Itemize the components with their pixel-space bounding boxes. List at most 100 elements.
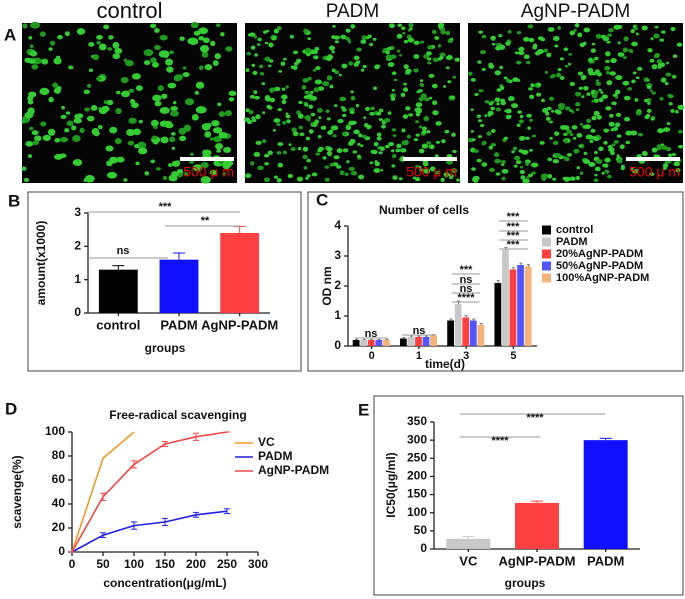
error-bar xyxy=(599,437,612,441)
cell xyxy=(573,148,580,154)
cell xyxy=(604,157,611,163)
error-bar xyxy=(131,521,137,530)
cell xyxy=(543,48,548,53)
cell xyxy=(224,110,232,117)
cell xyxy=(548,96,554,101)
cell xyxy=(23,177,30,183)
cell xyxy=(512,146,518,151)
cell xyxy=(341,63,348,69)
cell xyxy=(478,89,484,93)
cell xyxy=(588,161,596,168)
cell xyxy=(494,152,500,158)
cell xyxy=(303,28,309,34)
cell xyxy=(447,80,452,84)
cell xyxy=(34,135,42,142)
cell xyxy=(251,63,256,67)
cell xyxy=(452,149,457,154)
micrograph: 500 μ m xyxy=(243,22,460,183)
cell xyxy=(649,58,655,63)
cell xyxy=(609,71,616,76)
cell xyxy=(567,62,572,66)
cell xyxy=(390,96,396,101)
cell xyxy=(245,108,250,113)
cell xyxy=(408,113,413,117)
cell xyxy=(112,53,121,60)
cell xyxy=(64,128,70,133)
y-tick-label: 250 xyxy=(407,450,427,464)
cell xyxy=(332,134,337,138)
cell xyxy=(594,173,598,177)
cell xyxy=(388,23,395,29)
x-tick-label: VC xyxy=(459,553,478,568)
significance-label: *** xyxy=(507,239,521,251)
cell xyxy=(651,64,658,70)
cell xyxy=(276,151,282,155)
cell xyxy=(585,134,593,140)
cell xyxy=(571,110,575,114)
cell xyxy=(414,177,421,182)
cell xyxy=(306,174,311,178)
cell xyxy=(609,113,614,118)
cell xyxy=(569,30,575,36)
x-tick-label: control xyxy=(96,317,140,332)
legend-label: 50%AgNP-PADM xyxy=(556,260,643,272)
cell xyxy=(541,98,545,103)
cell xyxy=(610,57,617,64)
cell xyxy=(434,36,440,40)
cell xyxy=(481,140,487,145)
cell xyxy=(575,102,581,107)
cell xyxy=(290,146,296,152)
cell xyxy=(569,133,574,137)
cell xyxy=(547,173,553,179)
cell xyxy=(447,54,452,59)
cell xyxy=(252,70,258,75)
cell xyxy=(554,44,559,48)
cell xyxy=(421,129,427,135)
y-tick-label: 80 xyxy=(52,448,66,462)
cell xyxy=(407,37,415,43)
cell xyxy=(405,106,411,111)
cell xyxy=(355,60,361,64)
cell xyxy=(657,63,662,67)
cell xyxy=(383,118,391,123)
cell xyxy=(500,163,505,167)
cell xyxy=(428,73,435,78)
scale-bar xyxy=(403,157,457,161)
cell xyxy=(546,106,552,111)
cell xyxy=(406,134,411,139)
cell xyxy=(268,42,274,48)
error-bar xyxy=(193,432,199,441)
bar xyxy=(415,337,422,346)
bar xyxy=(517,265,524,346)
cell xyxy=(616,158,623,164)
cell xyxy=(315,66,321,71)
cell xyxy=(456,178,460,182)
cell xyxy=(336,164,342,169)
cell xyxy=(528,173,534,178)
cell xyxy=(646,108,652,114)
cell xyxy=(151,135,158,140)
cell xyxy=(306,158,311,163)
cell xyxy=(385,144,390,149)
cell xyxy=(98,43,107,51)
cell xyxy=(378,151,383,155)
cell xyxy=(392,134,397,137)
cell xyxy=(358,174,365,180)
cell xyxy=(536,82,542,87)
significance-label: *** xyxy=(507,230,521,242)
cell xyxy=(564,64,569,68)
cell xyxy=(662,162,669,169)
error-bar xyxy=(377,338,381,340)
cell xyxy=(257,165,264,171)
cell xyxy=(209,169,218,176)
cell xyxy=(583,85,589,91)
cell xyxy=(505,108,512,114)
cell xyxy=(361,134,367,139)
cell xyxy=(623,36,629,42)
error-bar xyxy=(173,252,185,260)
cell xyxy=(336,148,343,154)
cell xyxy=(310,121,315,125)
cell xyxy=(213,136,222,143)
cell xyxy=(245,68,250,73)
cell xyxy=(171,146,176,150)
